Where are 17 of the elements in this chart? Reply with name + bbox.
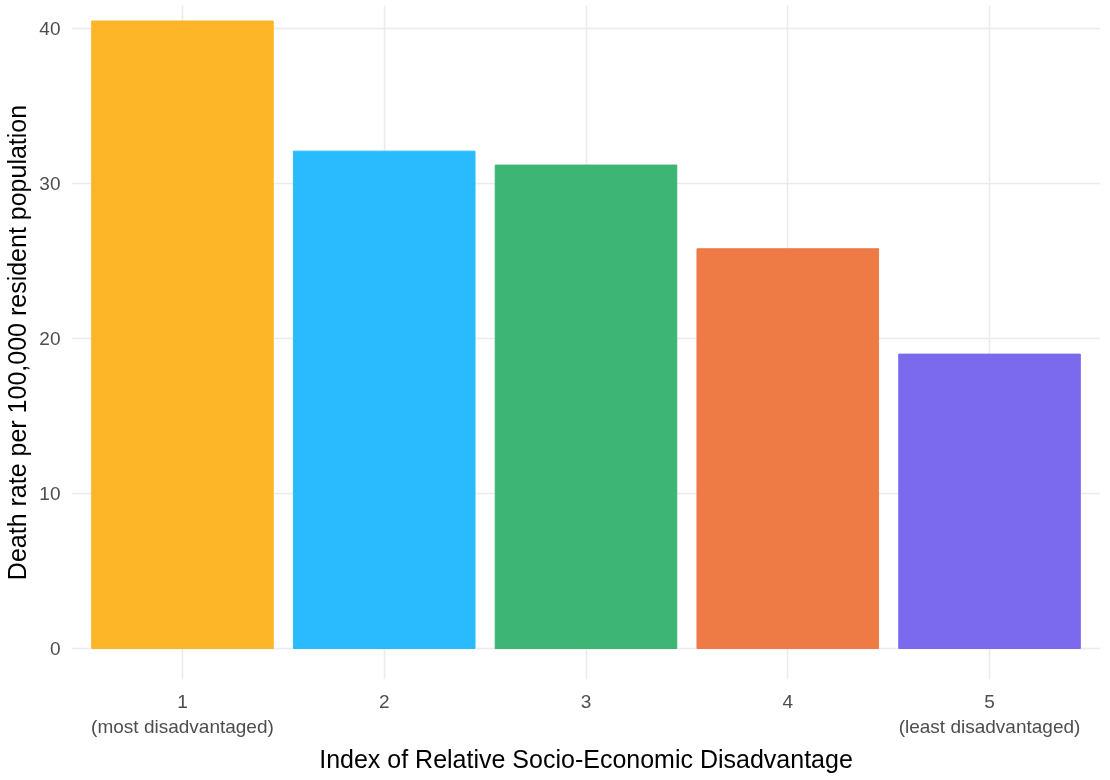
x-tick-label: 5 (least disadvantaged) bbox=[898, 690, 1081, 737]
y-tick-label: 10 bbox=[39, 483, 61, 505]
x-tick-label: 1 (most disadvantaged) bbox=[91, 690, 274, 737]
x-axis-title: Index of Relative Socio-Economic Disadvantage bbox=[319, 744, 853, 773]
x-tick-label: 4 bbox=[782, 690, 794, 712]
bar bbox=[292, 150, 476, 650]
x-tick-label: 2 bbox=[378, 690, 390, 712]
y-tick-label: 40 bbox=[39, 18, 61, 40]
bar bbox=[898, 353, 1081, 650]
y-axis-title: Death rate per 100,000 resident population bbox=[3, 104, 32, 581]
bar bbox=[696, 248, 880, 650]
x-tick-label: 3 bbox=[580, 690, 592, 712]
y-tick-label: 20 bbox=[39, 328, 61, 350]
y-tick-label: 30 bbox=[39, 173, 61, 195]
bar bbox=[91, 20, 274, 650]
y-tick-label: 0 bbox=[49, 638, 61, 660]
bar bbox=[494, 164, 678, 650]
